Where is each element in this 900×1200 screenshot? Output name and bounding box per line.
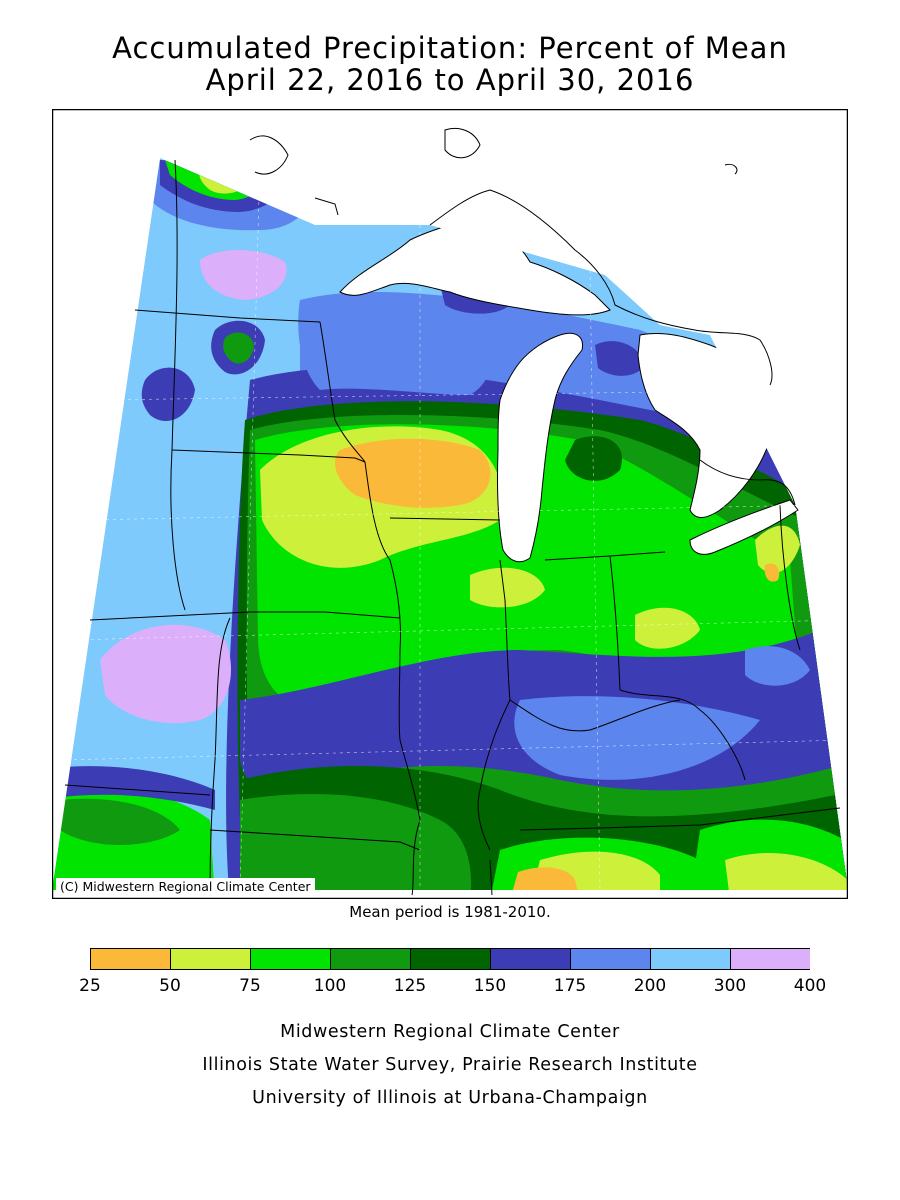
mean-period-note: Mean period is 1981-2010. <box>349 903 551 921</box>
legend-swatch <box>731 949 810 969</box>
legend-swatch <box>331 949 411 969</box>
color-legend <box>90 948 810 970</box>
credit-uiuc: University of Illinois at Urbana-Champai… <box>252 1088 648 1108</box>
legend-swatch <box>171 949 251 969</box>
map-frame <box>52 109 848 899</box>
coastline <box>249 127 796 506</box>
legend-tick-label: 400 <box>793 976 827 996</box>
legend-swatch <box>251 949 331 969</box>
legend-swatch <box>571 949 651 969</box>
map-date-range: April 22, 2016 to April 30, 2016 <box>205 63 695 97</box>
legend-swatch <box>91 949 171 969</box>
legend-swatch <box>411 949 491 969</box>
legend-tick-label: 175 <box>553 976 587 996</box>
legend-tick-label: 150 <box>473 976 507 996</box>
grid-lines <box>59 159 848 891</box>
legend-tick-label: 300 <box>713 976 747 996</box>
legend-tick-label: 75 <box>239 976 261 996</box>
legend-tick-label: 100 <box>313 976 347 996</box>
credit-isws: Illinois State Water Survey, Prairie Res… <box>202 1055 698 1075</box>
map-title: Accumulated Precipitation: Percent of Me… <box>112 31 788 65</box>
precipitation-map <box>52 109 848 899</box>
outside-domain-land <box>315 110 848 505</box>
credit-mrcc: Midwestern Regional Climate Center <box>280 1022 620 1042</box>
legend-tick-label: 125 <box>393 976 427 996</box>
legend-tick-label: 50 <box>159 976 181 996</box>
legend-swatch <box>651 949 731 969</box>
copyright-label: (C) Midwestern Regional Climate Center <box>56 878 315 895</box>
legend-swatch <box>491 949 571 969</box>
legend-tick-label: 25 <box>79 976 101 996</box>
legend-tick-label: 200 <box>633 976 667 996</box>
